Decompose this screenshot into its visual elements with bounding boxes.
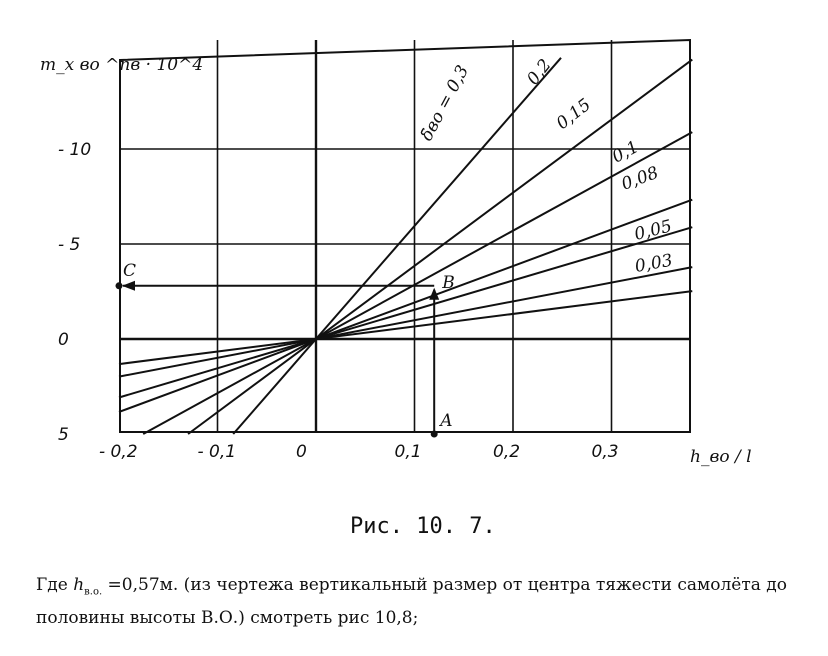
plot-border xyxy=(119,38,691,433)
series-label: 0,2 xyxy=(523,55,555,89)
note-h-symbol: h xyxy=(73,575,85,595)
note-prefix: Где xyxy=(36,575,74,595)
x-tick-label: 0,1 xyxy=(395,442,422,462)
series-line xyxy=(118,198,693,413)
x-axis-label: h_во / l xyxy=(690,447,752,467)
point-a xyxy=(430,430,438,438)
tick-labels: - 0,2 - 0,1 0 0,1 0,2 0,3 5 0 - 5 - 10 xyxy=(58,140,619,462)
series-line xyxy=(118,290,693,366)
grid xyxy=(119,38,691,433)
label-a: A xyxy=(438,411,452,431)
y-tick-label: 0 xyxy=(58,330,69,350)
series-line xyxy=(142,131,693,435)
series-lines xyxy=(118,57,693,435)
x-tick-label: 0,3 xyxy=(592,442,619,462)
figure-caption: Рис. 10. 7. xyxy=(350,514,496,539)
x-tick-label: - 0,1 xyxy=(198,442,237,462)
y-axis-label: m_x во ^пв · 10^4 xyxy=(40,55,203,75)
y-tick-label: - 5 xyxy=(58,235,80,255)
note-text: Где hв.о. =0,57м. (из чертежа вертикальн… xyxy=(36,572,806,632)
note-body: =0,57м. (из чертежа вертикальный размер … xyxy=(36,575,787,629)
annotations: A B C xyxy=(115,261,455,438)
y-tick-label: 5 xyxy=(58,425,69,445)
series-label: δ̄во = 0,3 xyxy=(417,62,473,144)
series-line xyxy=(232,57,562,435)
label-c: C xyxy=(123,261,136,281)
arrowhead-b xyxy=(429,287,440,300)
series-line xyxy=(187,58,693,435)
arrowhead-c xyxy=(122,280,135,291)
label-b: B xyxy=(441,273,455,293)
x-tick-label: - 0,2 xyxy=(99,442,138,462)
series-label: 0,03 xyxy=(633,251,674,277)
series-label: 0,15 xyxy=(553,95,595,134)
y-tick-label: - 10 xyxy=(58,140,91,160)
x-tick-label: 0,2 xyxy=(493,442,520,462)
series-line xyxy=(118,226,693,399)
nomogram-chart: - 0,2 - 0,1 0 0,1 0,2 0,3 5 0 - 5 - 10 δ̄во = 0,3… xyxy=(40,38,752,539)
series-line xyxy=(118,266,693,378)
point-c xyxy=(115,282,123,290)
note-h-subscript: в.о. xyxy=(84,586,103,598)
x-tick-label: 0 xyxy=(296,442,307,462)
series-label: 0,08 xyxy=(619,163,662,195)
